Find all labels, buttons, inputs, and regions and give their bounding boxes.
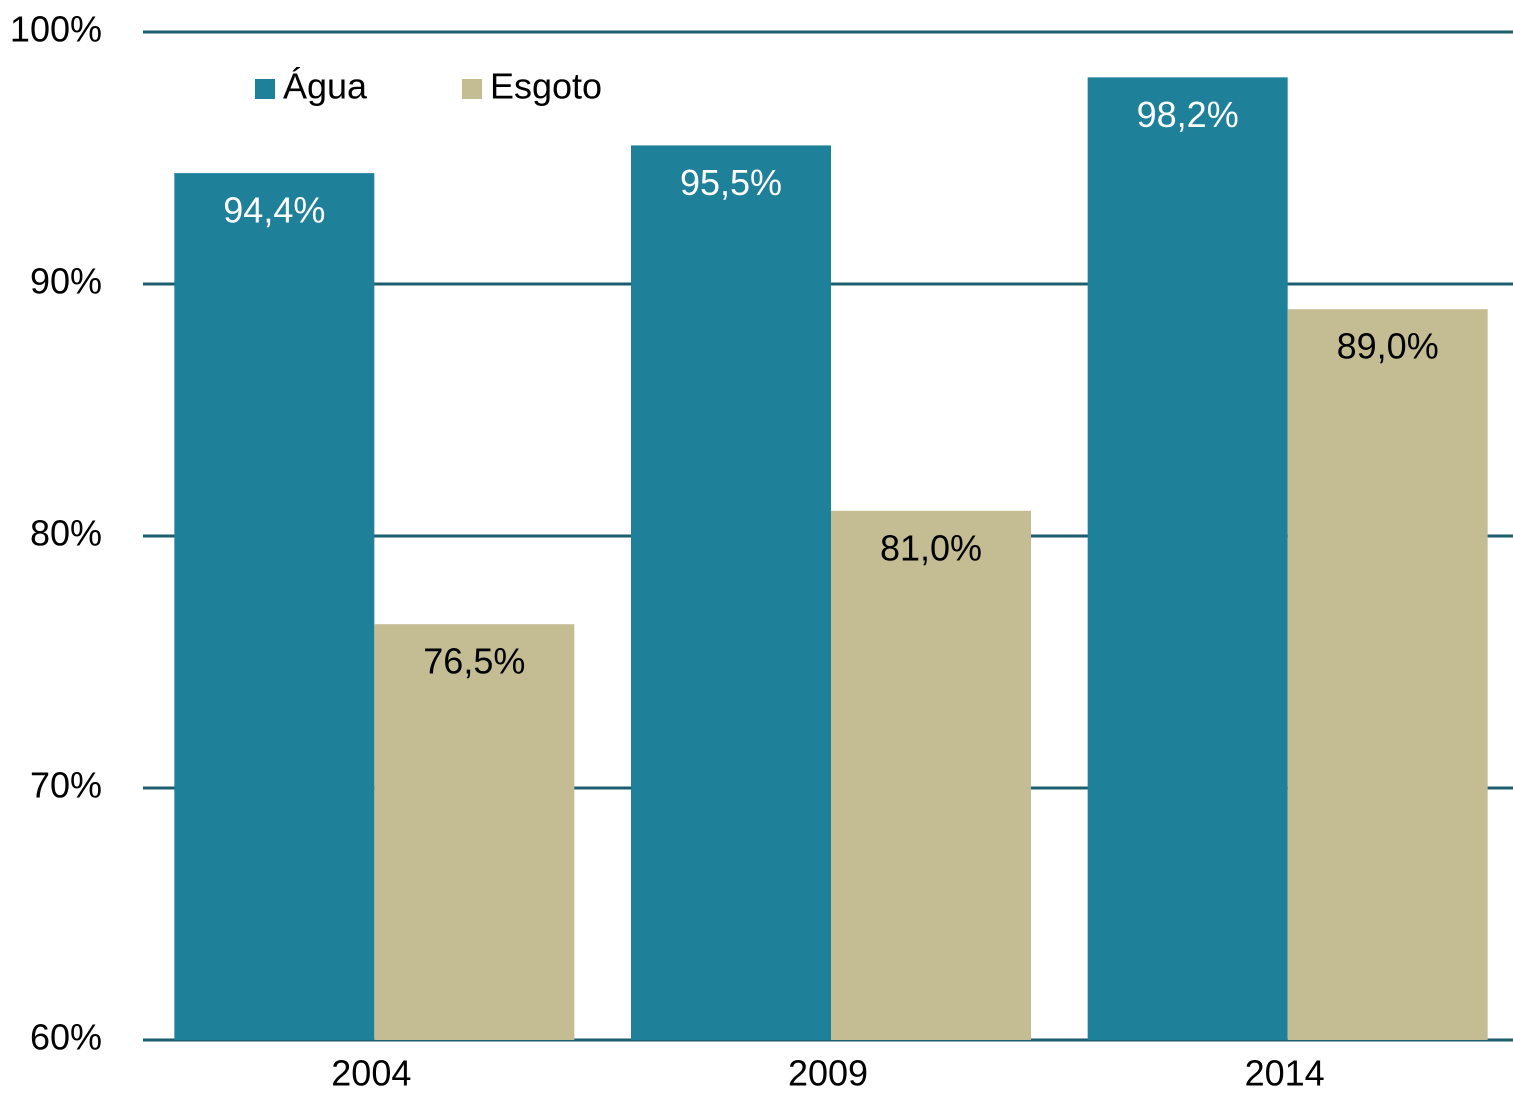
data-label: 89,0% xyxy=(1337,326,1439,367)
bar xyxy=(1287,309,1488,1040)
bar xyxy=(174,173,375,1040)
data-label: 95,5% xyxy=(680,162,782,203)
x-tick-label: 2014 xyxy=(1245,1053,1325,1094)
legend-swatch xyxy=(462,79,482,99)
bar xyxy=(1087,77,1288,1041)
bar xyxy=(631,145,831,1040)
data-label: 98,2% xyxy=(1137,94,1239,135)
x-tick-label: 2004 xyxy=(331,1053,411,1094)
y-tick-label: 80% xyxy=(30,513,102,554)
legend-swatch xyxy=(255,79,275,99)
data-label: 81,0% xyxy=(880,527,982,568)
data-label: 94,4% xyxy=(223,190,325,231)
y-tick-label: 70% xyxy=(30,765,102,806)
bar xyxy=(831,510,1031,1040)
legend-label: Esgoto xyxy=(490,66,602,107)
bar xyxy=(374,624,575,1040)
data-label: 76,5% xyxy=(423,641,525,682)
x-tick-label: 2009 xyxy=(788,1053,868,1094)
y-tick-label: 60% xyxy=(30,1017,102,1058)
y-tick-label: 90% xyxy=(30,261,102,302)
legend-label: Água xyxy=(283,66,368,107)
y-tick-label: 100% xyxy=(10,9,102,50)
